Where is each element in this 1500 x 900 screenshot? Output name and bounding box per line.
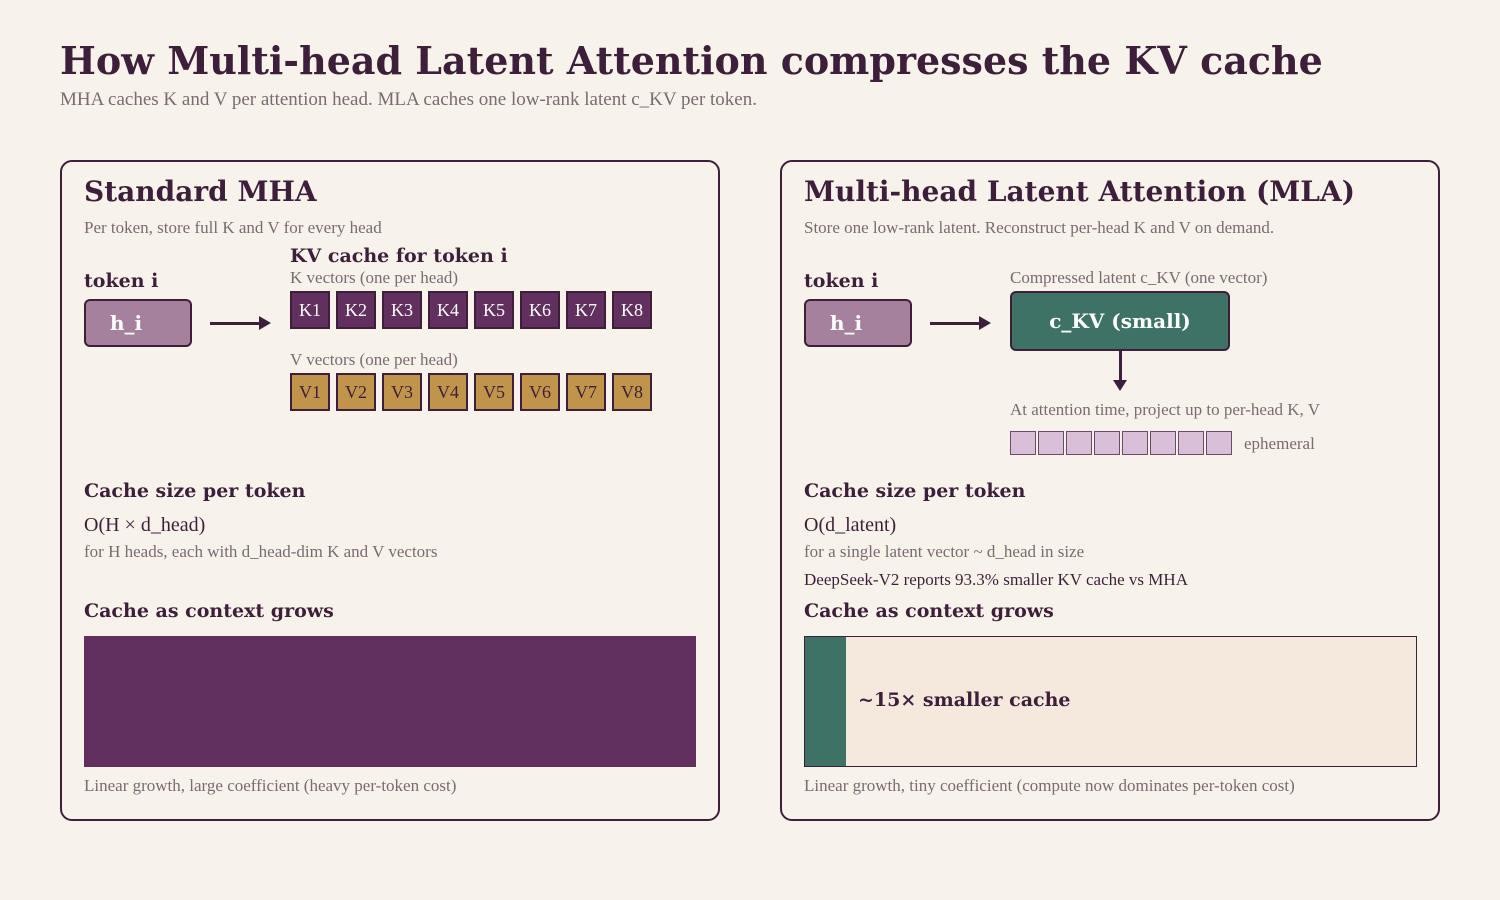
v-vector: V2 (336, 373, 376, 411)
mha-growth-caption: Linear growth, large coefficient (heavy … (84, 776, 457, 795)
k-vector: K2 (336, 291, 376, 329)
mla-latent-box: c_KV (small) (1010, 291, 1230, 351)
ephemeral-vector (1206, 431, 1232, 455)
mla-cache-note: for a single latent vector ~ d_head in s… (804, 542, 1085, 561)
v-vector: V3 (382, 373, 422, 411)
mha-k-vectors: K1 K2 K3 K4 K5 K6 K7 K8 (290, 291, 652, 329)
v-vector: V4 (428, 373, 468, 411)
mha-token-box: h_i (84, 299, 192, 347)
page-subtitle: MHA caches K and V per attention head. M… (60, 89, 757, 110)
v-vector: V5 (474, 373, 514, 411)
mla-growth-label: ~15× smaller cache (858, 689, 1071, 711)
v-vector: V8 (612, 373, 652, 411)
mha-description: Per token, store full K and V for every … (84, 218, 382, 237)
mha-title: Standard MHA (84, 175, 317, 208)
k-vector: K6 (520, 291, 560, 329)
mha-v-vectors: V1 V2 V3 V4 V5 V6 V7 V8 (290, 373, 652, 411)
mha-growth-track (84, 636, 696, 767)
k-vector: K8 (612, 291, 652, 329)
mla-growth-caption: Linear growth, tiny coefficient (compute… (804, 776, 1295, 795)
v-vector: V6 (520, 373, 560, 411)
mha-cache-note: for H heads, each with d_head-dim K and … (84, 542, 438, 561)
ephemeral-vector (1178, 431, 1204, 455)
mla-description: Store one low-rank latent. Reconstruct p… (804, 218, 1275, 237)
mla-reported-stat: DeepSeek-V2 reports 93.3% smaller KV cac… (804, 570, 1188, 589)
k-vector: K4 (428, 291, 468, 329)
mla-token-label: token i (804, 270, 879, 292)
mha-k-caption: K vectors (one per head) (290, 268, 459, 287)
mla-growth-heading: Cache as context grows (804, 600, 1054, 622)
k-vector: K5 (474, 291, 514, 329)
ephemeral-vector (1010, 431, 1036, 455)
mla-down-arrow-line (1119, 351, 1122, 381)
mla-ephemeral-vectors (1010, 431, 1234, 455)
mha-growth-bar (84, 636, 696, 767)
v-vector: V1 (290, 373, 330, 411)
mha-kv-title: KV cache for token i (290, 245, 508, 267)
mla-projection-caption: At attention time, project up to per-hea… (1010, 400, 1320, 419)
ephemeral-vector (1038, 431, 1064, 455)
mla-cache-formula: O(d_latent) (804, 514, 897, 536)
v-vector: V7 (566, 373, 606, 411)
mla-latent-caption: Compressed latent c_KV (one vector) (1010, 268, 1268, 287)
mha-v-caption: V vectors (one per head) (290, 350, 458, 369)
mla-growth-track (804, 636, 1417, 767)
mha-token-value: h_i (110, 311, 143, 335)
mla-ephemeral-label: ephemeral (1244, 434, 1315, 453)
mla-down-arrow-head (1113, 380, 1127, 391)
mha-cache-formula: O(H × d_head) (84, 514, 206, 536)
mha-arrow-head (259, 316, 271, 330)
page-title: How Multi-head Latent Attention compress… (60, 38, 1323, 83)
mla-latent-label: c_KV (small) (1049, 309, 1191, 333)
mha-token-label: token i (84, 270, 159, 292)
k-vector: K3 (382, 291, 422, 329)
mha-cache-size-heading: Cache size per token (84, 480, 306, 502)
mla-token-value: h_i (830, 311, 863, 335)
ephemeral-vector (1122, 431, 1148, 455)
mha-growth-heading: Cache as context grows (84, 600, 334, 622)
mla-title: Multi-head Latent Attention (MLA) (804, 175, 1355, 208)
mla-arrow-line (930, 322, 980, 325)
mla-growth-bar (805, 637, 846, 766)
k-vector: K1 (290, 291, 330, 329)
mla-token-box: h_i (804, 299, 912, 347)
ephemeral-vector (1094, 431, 1120, 455)
ephemeral-vector (1066, 431, 1092, 455)
ephemeral-vector (1150, 431, 1176, 455)
mla-arrow-head (979, 316, 991, 330)
k-vector: K7 (566, 291, 606, 329)
mla-cache-size-heading: Cache size per token (804, 480, 1026, 502)
mha-arrow-line (210, 322, 260, 325)
